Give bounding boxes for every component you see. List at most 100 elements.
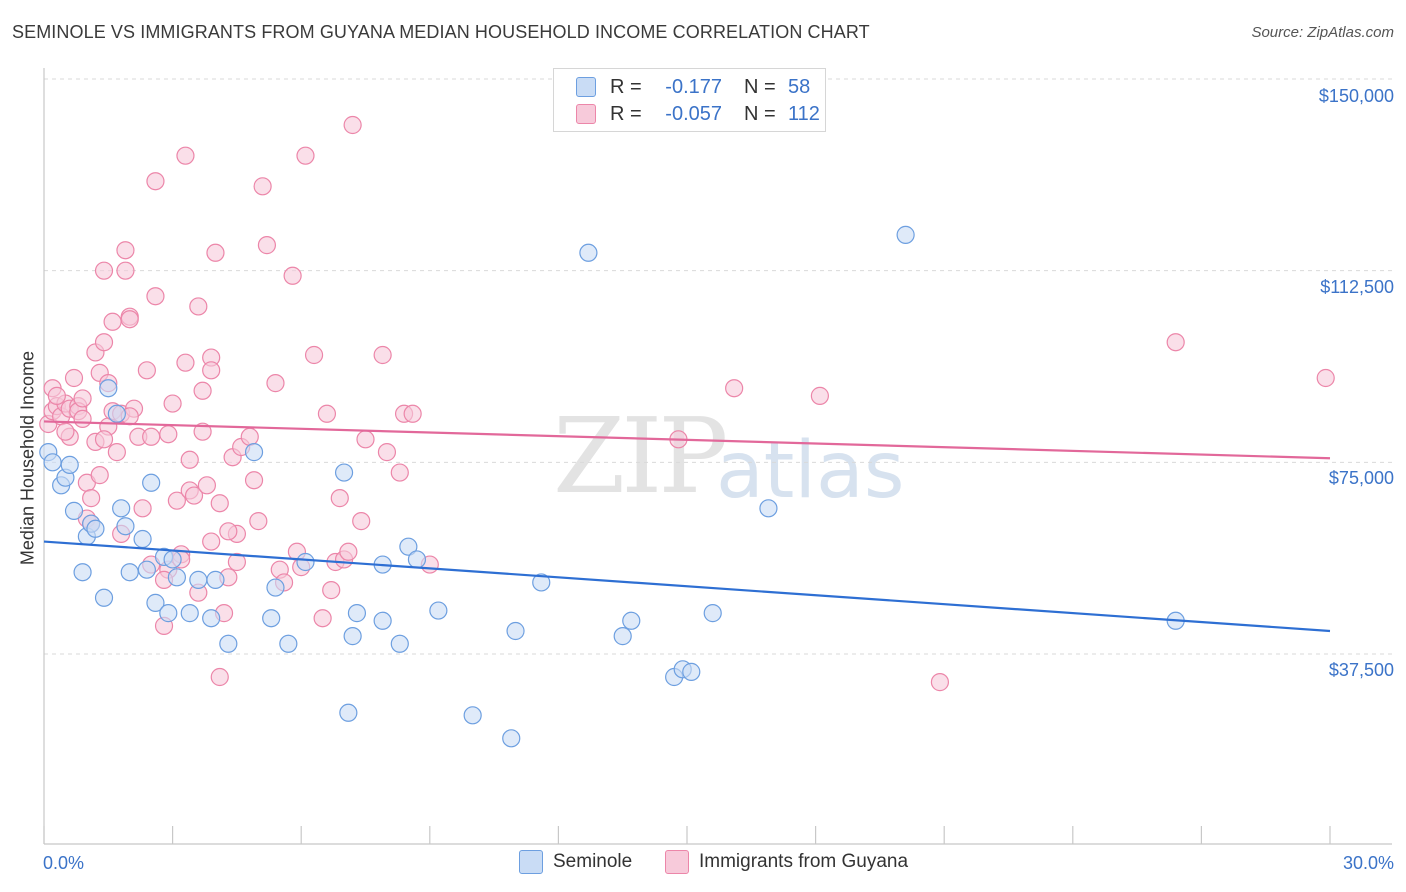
guyana-point (180, 450, 199, 469)
seminole-point (202, 609, 221, 628)
guyana-point (184, 486, 204, 505)
guyana-point (202, 532, 221, 551)
guyana-point (1316, 368, 1335, 388)
seminole-point (167, 568, 186, 587)
seminole-point (86, 519, 105, 538)
seminole-point (373, 611, 392, 630)
n-value: 58 (788, 75, 811, 98)
seminole-point (613, 627, 632, 646)
guyana-point (257, 236, 277, 255)
seminole-point (43, 453, 62, 472)
seminole-point (703, 604, 722, 623)
guyana-point (373, 345, 392, 365)
guyana-point (210, 494, 229, 513)
seminole-point (463, 706, 482, 725)
seminole-point (429, 601, 448, 620)
guyana-point (82, 489, 101, 508)
seminole-point (279, 634, 298, 653)
legend-label: Immigrants from Guyana (699, 851, 909, 872)
seminole-point (622, 611, 641, 630)
guyana-trend-line (43, 420, 1331, 460)
series-guyana-points (39, 115, 1335, 692)
guyana-point (304, 345, 324, 365)
guyana-point (313, 609, 332, 628)
guyana-point (210, 667, 229, 687)
legend-item-guyana[interactable]: Immigrants from Guyana (665, 850, 908, 874)
guyana-point (206, 243, 225, 262)
series-seminole-points (39, 225, 1185, 748)
guyana-point (47, 386, 66, 405)
guyana-point (197, 476, 216, 495)
guyana-point (73, 409, 92, 428)
seminole-point (296, 552, 315, 572)
guyana-point (73, 389, 92, 408)
correlation-legend: R = -0.177 N = 58 R = -0.057 N = 112 (553, 68, 826, 132)
y-tick-label: $150,000 (1318, 86, 1394, 106)
seminole-point (180, 604, 199, 623)
x-tick-label: 30.0% (1342, 853, 1394, 873)
r-value: -0.057 (665, 102, 722, 125)
guyana-point (219, 522, 238, 541)
guyana-point (202, 361, 221, 380)
guyana-point (403, 404, 422, 423)
legend-item-seminole[interactable]: Seminole (519, 850, 632, 874)
seminole-point (159, 604, 178, 623)
seminole-point (759, 499, 778, 518)
seminole-point (407, 550, 427, 569)
seminole-point (347, 604, 367, 623)
guyana-point (176, 146, 195, 165)
seminole-point (266, 578, 285, 597)
guyana-point (352, 512, 371, 531)
guyana-point (90, 466, 109, 485)
seminole-point (343, 627, 362, 646)
r-label: R = (610, 102, 642, 125)
legend-label: Seminole (553, 851, 633, 872)
seminole-point (120, 563, 139, 582)
guyana-point (163, 394, 182, 413)
seminole-point (99, 379, 118, 398)
guyana-point (137, 361, 156, 380)
seminole-trend-line (43, 540, 1331, 633)
guyana-point (176, 353, 195, 372)
seminole-point (219, 634, 238, 653)
seminole-point (896, 225, 915, 244)
guyana-point (330, 489, 349, 508)
x-tick-label: 0.0% (43, 853, 85, 873)
trend-lines (43, 420, 1331, 633)
guyana-point (146, 287, 165, 306)
n-label: N = (744, 102, 776, 125)
seminole-point (64, 501, 84, 520)
seminole-point (262, 609, 281, 628)
seminole-point (112, 499, 131, 518)
guyana-point (142, 427, 161, 446)
seminole-point (244, 443, 264, 462)
legend-row-guyana: R = -0.057 N = 112 (576, 101, 820, 127)
seminole-point (532, 573, 551, 592)
guyana-point (240, 427, 259, 446)
guyana-point (930, 673, 950, 692)
guyana-point (725, 379, 744, 398)
y-tick-label: $112,500 (1320, 277, 1394, 297)
guyana-point (227, 552, 246, 572)
seminole-point (60, 455, 79, 474)
r-value: -0.177 (665, 75, 722, 98)
seminole-point (334, 463, 354, 482)
guyana-point (377, 443, 397, 462)
seminole-point (399, 537, 418, 556)
seminole-point (142, 473, 161, 492)
guyana-point (810, 386, 829, 405)
guyana-point (94, 333, 114, 352)
guyana-point (159, 425, 178, 444)
guyana-swatch (576, 104, 596, 124)
n-value: 112 (788, 102, 820, 125)
legend-row-seminole: R = -0.177 N = 58 (576, 74, 810, 100)
seminole-point (682, 662, 701, 681)
guyana-point (146, 172, 165, 191)
seminole-point (146, 593, 165, 612)
seminole-point (339, 703, 358, 722)
y-axis-label: Median Household Income (17, 350, 38, 566)
guyana-point (339, 542, 358, 561)
guyana-point (343, 115, 362, 135)
seminole-point (73, 563, 92, 582)
